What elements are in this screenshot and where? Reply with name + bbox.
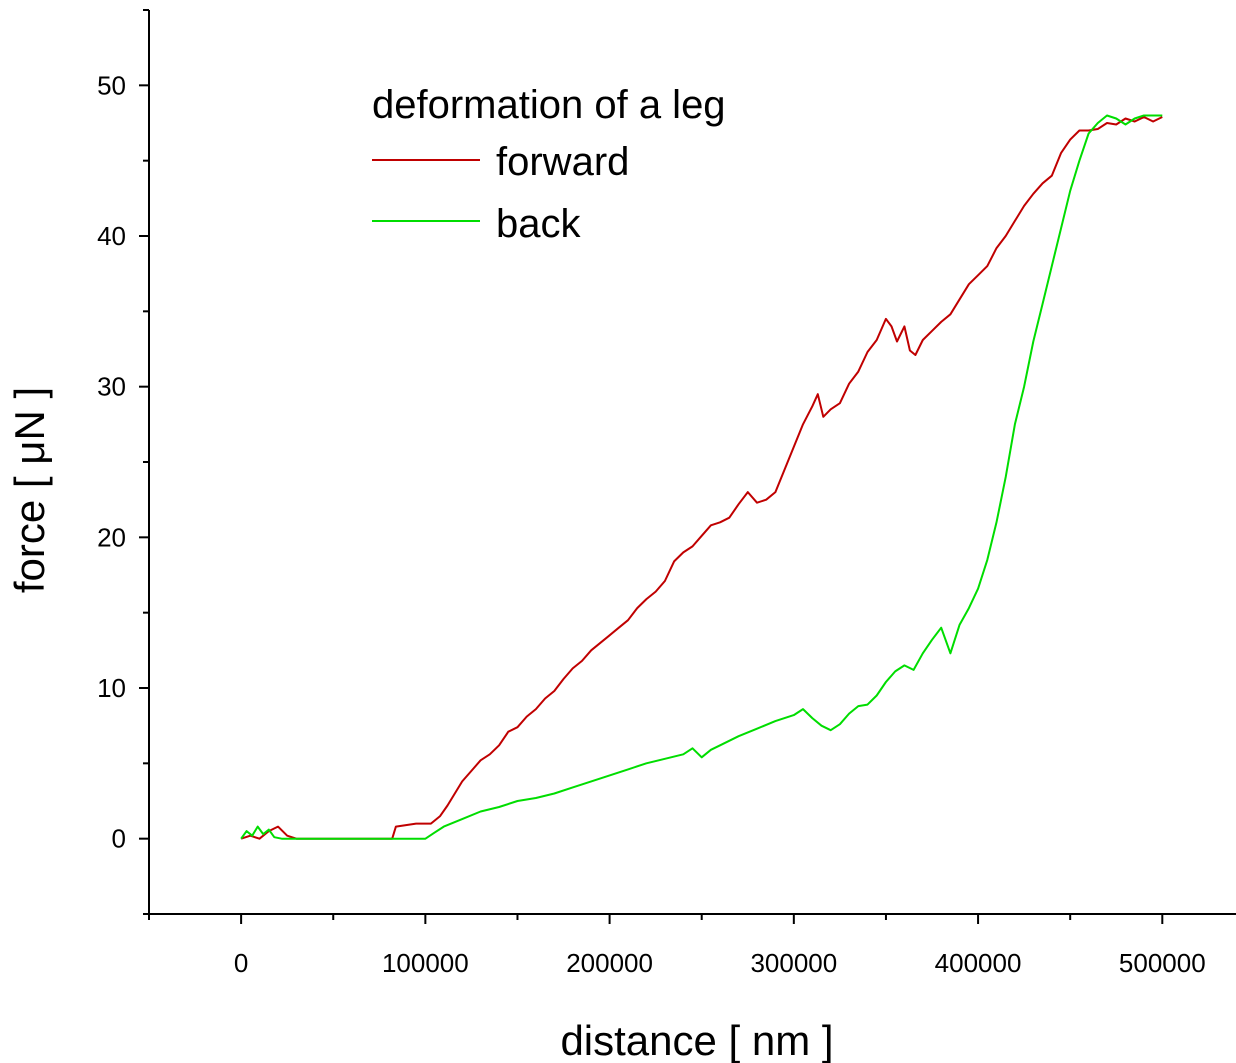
series-line-back (240, 114, 1163, 840)
legend: deformation of a leg forward back (372, 83, 726, 246)
y-tick-label: 50 (97, 70, 126, 100)
x-tick-label: 500000 (1119, 948, 1206, 978)
y-tick-label: 10 (97, 673, 126, 703)
legend-title: deformation of a leg (372, 83, 726, 127)
x-axis-label: distance [ nm ] (560, 1017, 833, 1063)
y-tick-label: 30 (97, 372, 126, 402)
x-tick-label: 300000 (750, 948, 837, 978)
y-axis-label: force [ μN ] (6, 387, 53, 593)
axes (148, 10, 1236, 915)
series-line-forward (240, 116, 1163, 840)
y-tick-label: 20 (97, 522, 126, 552)
x-tick-label: 200000 (566, 948, 653, 978)
x-tick-label: 100000 (382, 948, 469, 978)
x-tick-label: 0 (234, 948, 248, 978)
ticks: 0 100000 200000 300000 400000 500000 0 10 20 30 40… (97, 9, 1206, 978)
legend-label-back: back (496, 202, 581, 246)
y-tick-label: 40 (97, 221, 126, 251)
legend-label-forward: forward (496, 140, 629, 184)
y-tick-label: 0 (112, 824, 126, 854)
x-tick-label: 400000 (935, 948, 1022, 978)
plot-area (240, 114, 1163, 840)
